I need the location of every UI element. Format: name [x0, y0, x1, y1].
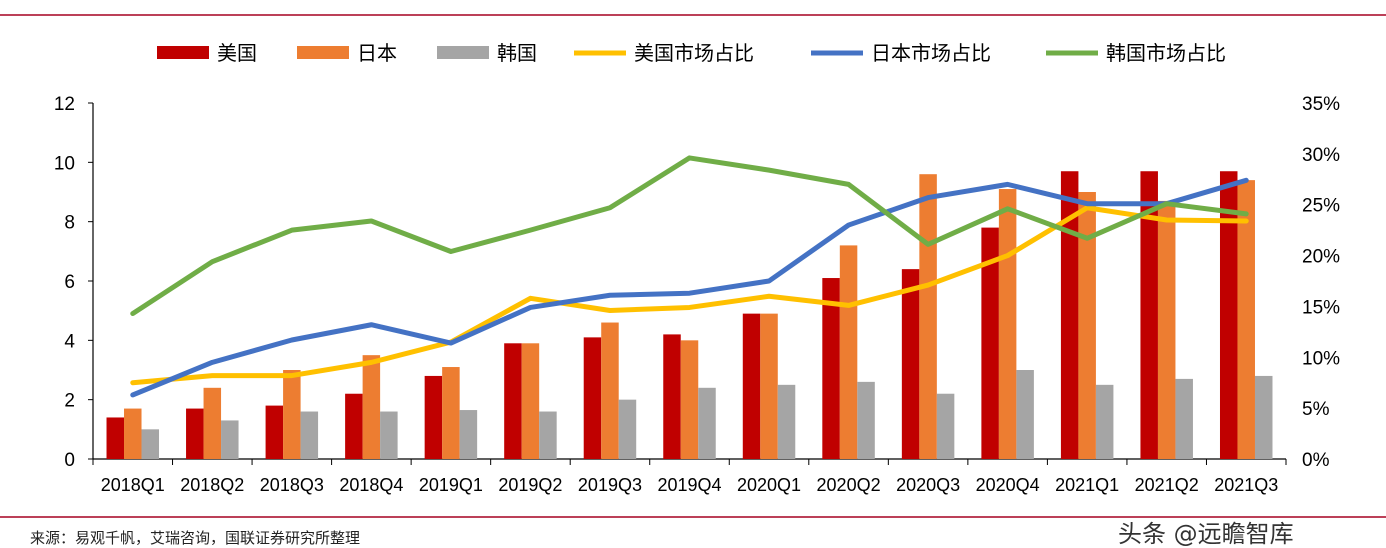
y-right-tick-label: 0% [1302, 450, 1330, 471]
line-韩国市场占比 [130, 155, 1249, 317]
legend-label: 美国市场占比 [634, 41, 754, 65]
y-right-tick-label: 35% [1302, 94, 1340, 115]
bar-日本 [1237, 180, 1255, 459]
y-left-tick-label: 6 [64, 272, 75, 293]
bar-美国 [583, 337, 602, 459]
bar-美国 [663, 334, 681, 459]
bar-韩国 [1095, 384, 1114, 459]
x-tick-label: 2019Q1 [419, 475, 483, 495]
bar-美国 [265, 405, 284, 459]
bar-韩国 [459, 410, 478, 459]
bar-韩国 [141, 429, 160, 459]
bar-美国 [1140, 171, 1158, 459]
bar-美国 [901, 269, 920, 459]
bar-韩国 [300, 411, 319, 459]
bar-美国 [424, 375, 443, 459]
bar-日本 [919, 174, 937, 459]
bar-美国 [106, 417, 125, 459]
y-right-tick-label: 30% [1302, 145, 1340, 166]
bar-美国 [186, 408, 204, 459]
y-right-tick-label: 10% [1302, 348, 1340, 369]
bar-韩国 [618, 399, 637, 459]
x-tick-label: 2020Q1 [737, 475, 801, 495]
bar-韩国 [698, 387, 716, 459]
line-日本市场占比 [130, 177, 1249, 398]
line-美国市场占比 [130, 205, 1249, 386]
bar-美国 [504, 343, 522, 459]
x-tick-label: 2020Q4 [976, 475, 1040, 495]
bar-韩国 [777, 384, 796, 459]
bar-美国 [822, 278, 840, 459]
source-note: 来源：易观千帆，艾瑞咨询，国联证券研究所整理 [30, 529, 361, 547]
bar-韩国 [539, 411, 557, 459]
bar-日本 [124, 408, 142, 459]
legend-swatch [297, 46, 349, 59]
bar-日本 [203, 387, 222, 459]
bar-韩国 [1016, 370, 1034, 459]
y-right-tick-label: 25% [1302, 196, 1340, 217]
bar-韩国 [221, 420, 239, 459]
x-tick-label: 2018Q1 [101, 475, 165, 495]
legend-label: 韩国 [497, 41, 537, 65]
watermark: 头条 @远瞻智库 [1118, 520, 1294, 548]
x-tick-label: 2020Q2 [817, 475, 881, 495]
x-tick-label: 2019Q2 [498, 475, 562, 495]
y-left-tick-label: 8 [64, 213, 75, 234]
legend-swatch [157, 46, 209, 59]
x-tick-label: 2019Q4 [657, 475, 721, 495]
bar-韩国 [1175, 378, 1193, 459]
x-tick-label: 2018Q2 [180, 475, 244, 495]
y-left-tick-label: 10 [54, 153, 75, 174]
bar-日本 [1157, 200, 1176, 459]
bar-韩国 [936, 393, 955, 459]
y-left-tick-label: 0 [64, 450, 75, 471]
bar-日本 [521, 343, 540, 459]
bar-韩国 [857, 381, 875, 459]
bar-日本 [362, 355, 381, 459]
y-left-tick-label: 4 [64, 331, 75, 352]
x-tick-label: 2018Q4 [339, 475, 403, 495]
y-right-tick-label: 5% [1302, 399, 1330, 420]
x-tick-label: 2021Q1 [1055, 475, 1119, 495]
bar-日本 [839, 245, 858, 459]
bar-美国 [1219, 171, 1238, 459]
bar-美国 [1060, 171, 1079, 459]
y-right-tick-label: 20% [1302, 247, 1340, 268]
legend-label: 日本市场占比 [871, 41, 991, 65]
bar-日本 [283, 370, 301, 459]
bar-日本 [1078, 192, 1096, 459]
legend-swatch [437, 46, 489, 59]
x-tick-label: 2018Q3 [260, 475, 324, 495]
x-tick-label: 2021Q3 [1214, 475, 1278, 495]
legend-label: 日本 [357, 41, 397, 65]
y-left-tick-label: 2 [64, 391, 75, 412]
x-tick-label: 2020Q3 [896, 475, 960, 495]
bar-美国 [345, 393, 363, 459]
bar-日本 [998, 189, 1017, 460]
bar-日本 [442, 367, 460, 459]
y-right-tick-label: 15% [1302, 297, 1340, 318]
y-left-tick-label: 12 [54, 94, 75, 115]
bar-日本 [601, 322, 619, 459]
x-tick-label: 2019Q3 [578, 475, 642, 495]
legend-label: 美国 [217, 41, 257, 65]
x-tick-label: 2021Q2 [1135, 475, 1199, 495]
bar-美国 [981, 227, 999, 459]
bar-日本 [760, 313, 778, 459]
bar-韩国 [380, 411, 398, 459]
bar-日本 [680, 340, 699, 459]
bar-美国 [742, 313, 761, 459]
legend-label: 韩国市场占比 [1106, 41, 1226, 65]
bar-韩国 [1254, 375, 1273, 459]
